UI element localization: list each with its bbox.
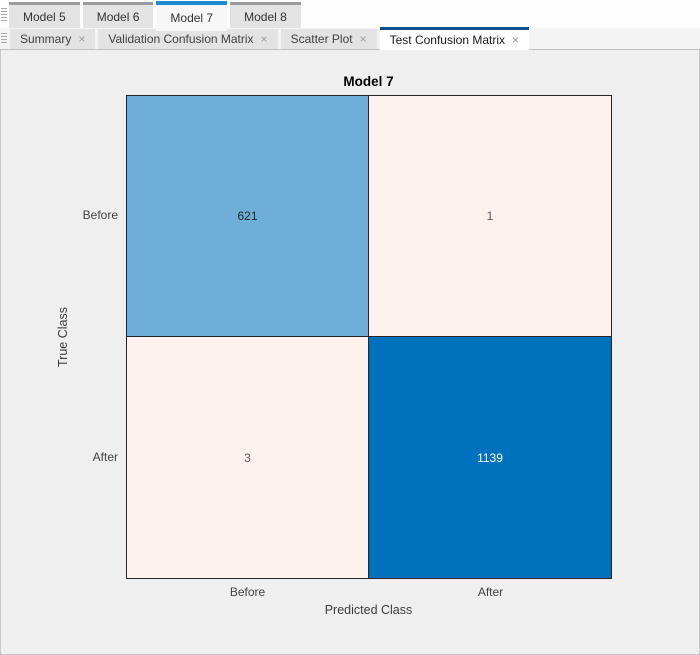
close-icon[interactable]: ×	[512, 33, 520, 47]
model-tab-bar: Model 5 Model 6 Model 7 Model 8	[0, 0, 700, 31]
tab-label: Model 7	[170, 11, 214, 25]
close-icon[interactable]: ×	[260, 32, 268, 46]
matrix-cell-true-after-pred-after: 1139	[369, 337, 611, 578]
x-tick-after: After	[477, 585, 504, 599]
tab-bar-drag-handle-icon[interactable]	[1, 8, 7, 21]
matrix-cell-true-before-pred-after: 1	[369, 96, 611, 337]
tab-validation-confusion-matrix[interactable]: Validation Confusion Matrix ×	[98, 29, 278, 49]
tab-model-6[interactable]: Model 6	[82, 2, 154, 28]
tab-bar-drag-handle-icon[interactable]	[1, 33, 7, 44]
tab-model-8[interactable]: Model 8	[230, 2, 301, 28]
x-axis-label: Predicted Class	[324, 603, 413, 617]
close-icon[interactable]: ×	[359, 32, 367, 46]
x-tick-before: Before	[229, 585, 266, 599]
tab-label: Model 6	[96, 9, 140, 24]
tab-label: Model 5	[23, 9, 66, 24]
tab-model-7[interactable]: Model 7	[156, 1, 228, 31]
tab-label: Scatter Plot	[290, 32, 353, 46]
tab-test-confusion-matrix[interactable]: Test Confusion Matrix ×	[379, 27, 530, 50]
tab-scatter-plot[interactable]: Scatter Plot ×	[280, 29, 377, 49]
tab-label: Test Confusion Matrix	[389, 33, 505, 47]
matrix-cell-true-before-pred-before: 621	[127, 96, 369, 337]
tab-label: Summary	[20, 32, 72, 46]
y-tick-before: Before	[82, 208, 118, 222]
close-icon[interactable]: ×	[78, 32, 86, 46]
y-tick-after: After	[92, 450, 118, 464]
y-axis-label: True Class	[56, 307, 70, 367]
tab-label: Validation Confusion Matrix	[108, 32, 254, 46]
confusion-matrix-grid: 621 1 3 1139	[126, 95, 612, 579]
tab-label: Model 8	[244, 9, 287, 24]
chart-title: Model 7	[343, 74, 394, 89]
matrix-cell-true-after-pred-before: 3	[127, 337, 369, 578]
tab-summary[interactable]: Summary ×	[10, 29, 96, 49]
confusion-matrix-panel: Model 7 621 1 3 1139 Before After Before…	[0, 50, 700, 655]
document-tab-bar: Summary × Validation Confusion Matrix × …	[0, 27, 700, 50]
tab-model-5[interactable]: Model 5	[9, 2, 80, 28]
